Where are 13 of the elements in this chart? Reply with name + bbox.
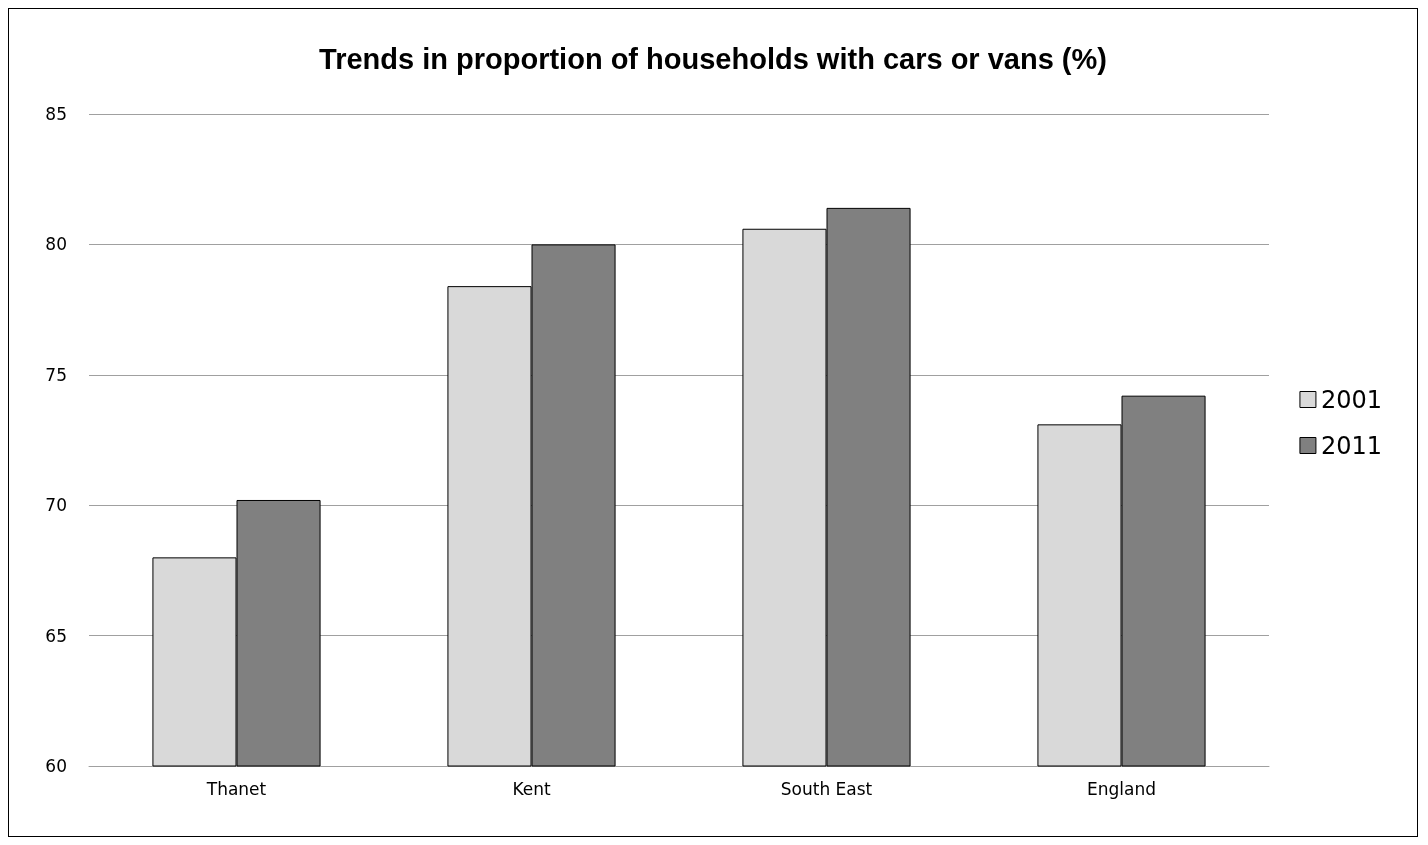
chart-title: Trends in proportion of households with cars or vans (%) [319,42,1107,75]
y-tick-label: 85 [45,104,67,124]
x-tick-label: South East [780,778,873,799]
y-tick-label: 65 [45,625,67,646]
legend-label: 2001 [1320,385,1382,414]
y-tick-label: 60 [45,756,67,776]
y-tick-label: 75 [45,364,67,385]
x-tick-label: England [1086,778,1157,799]
y-tick-label: 80 [45,234,67,255]
x-tick-label: Thanet [205,778,267,799]
y-tick-label: 70 [45,495,67,516]
x-tick-label: Kent [512,778,551,799]
legend-label: 2011 [1320,431,1382,460]
